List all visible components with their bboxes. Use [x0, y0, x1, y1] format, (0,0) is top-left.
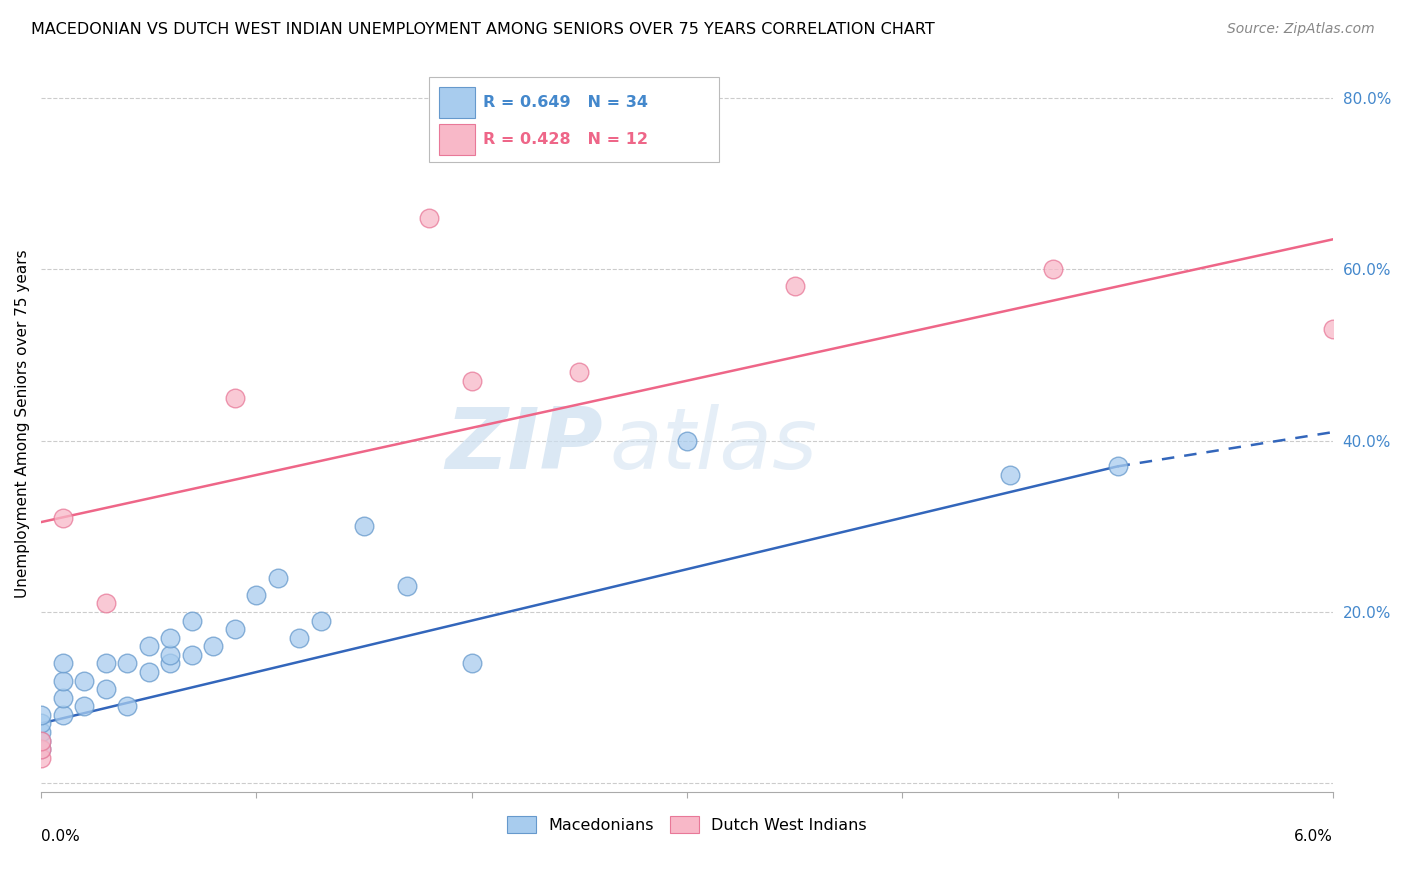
Point	[94, 682, 117, 697]
Point	[159, 648, 181, 662]
Text: atlas: atlas	[609, 404, 817, 487]
Point	[1042, 262, 1064, 277]
FancyBboxPatch shape	[429, 78, 720, 162]
Point	[52, 673, 75, 688]
Point	[30, 733, 52, 747]
Point	[159, 631, 181, 645]
Point	[94, 597, 117, 611]
Point	[180, 648, 202, 662]
Text: 0.0%: 0.0%	[41, 829, 80, 844]
Point	[73, 673, 96, 688]
Point	[309, 614, 332, 628]
Text: MACEDONIAN VS DUTCH WEST INDIAN UNEMPLOYMENT AMONG SENIORS OVER 75 YEARS CORRELA: MACEDONIAN VS DUTCH WEST INDIAN UNEMPLOY…	[31, 22, 935, 37]
Point	[52, 690, 75, 705]
Point	[1322, 322, 1344, 336]
Point	[30, 742, 52, 756]
Text: ZIP: ZIP	[446, 404, 603, 487]
Point	[1107, 459, 1129, 474]
Point	[245, 588, 267, 602]
Point	[224, 391, 246, 405]
Text: 6.0%: 6.0%	[1294, 829, 1333, 844]
Point	[267, 571, 290, 585]
Point	[998, 467, 1021, 482]
Text: Source: ZipAtlas.com: Source: ZipAtlas.com	[1227, 22, 1375, 37]
Point	[30, 707, 52, 722]
Point	[180, 614, 202, 628]
Point	[460, 374, 482, 388]
Point	[568, 365, 591, 379]
Point	[159, 657, 181, 671]
Point	[676, 434, 699, 448]
FancyBboxPatch shape	[439, 124, 475, 154]
Point	[115, 699, 138, 714]
FancyBboxPatch shape	[439, 87, 475, 118]
Point	[73, 699, 96, 714]
Point	[30, 742, 52, 756]
Point	[52, 707, 75, 722]
Text: R = 0.428   N = 12: R = 0.428 N = 12	[482, 132, 648, 146]
Point	[224, 622, 246, 636]
Point	[288, 631, 311, 645]
Point	[138, 640, 160, 654]
Point	[396, 579, 419, 593]
Y-axis label: Unemployment Among Seniors over 75 years: Unemployment Among Seniors over 75 years	[15, 249, 30, 598]
Legend: Macedonians, Dutch West Indians: Macedonians, Dutch West Indians	[501, 810, 873, 839]
Point	[202, 640, 225, 654]
Point	[138, 665, 160, 679]
Point	[353, 519, 375, 533]
Point	[94, 657, 117, 671]
Point	[52, 510, 75, 524]
Point	[52, 657, 75, 671]
Point	[30, 750, 52, 764]
Point	[30, 725, 52, 739]
Point	[783, 279, 806, 293]
Point	[30, 716, 52, 731]
Text: R = 0.649   N = 34: R = 0.649 N = 34	[482, 95, 648, 110]
Point	[418, 211, 440, 225]
Point	[115, 657, 138, 671]
Point	[460, 657, 482, 671]
Point	[30, 733, 52, 747]
